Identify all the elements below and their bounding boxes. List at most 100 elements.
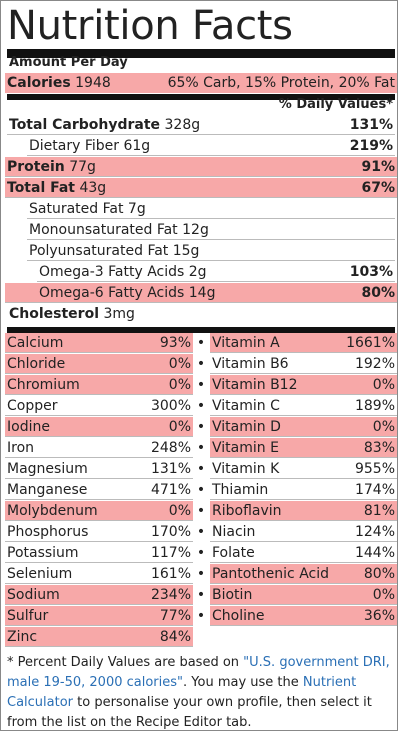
mineral-name: Selenium [7, 566, 73, 582]
macro-row: Omega-6 Fatty Acids 14g 80% [5, 283, 397, 303]
dv-header: % Daily Values* [7, 96, 395, 114]
thick-rule [7, 49, 395, 58]
macro-amount: 12g [182, 221, 209, 238]
dri-link[interactable]: "U.S. government DRI, male 19-50, 2000 c… [7, 655, 390, 690]
mineral-row: Potassium 117% [5, 543, 193, 563]
vitamin-name: Biotin [212, 587, 253, 603]
macro-label: Polyunsaturated Fat [29, 242, 169, 259]
macro-label: Omega-3 Fatty Acids [39, 263, 185, 280]
mineral-row: Sulfur 77% [5, 606, 193, 626]
macro-dv: 80% [361, 284, 395, 301]
vitamin-dv: 83% [363, 440, 395, 456]
bullet-separator: • [196, 482, 206, 498]
mineral-dv: 84% [159, 629, 191, 645]
mineral-name: Phosphorus [7, 524, 89, 540]
mineral-name: Manganese [7, 482, 88, 498]
vitamin-row: Biotin 0% [210, 585, 397, 605]
footnote-text-2: . You may use the [183, 675, 303, 690]
macro-label: Total Carbohydrate [9, 116, 161, 133]
macro-amount: 43g [79, 179, 107, 196]
macro-label-group: Dietary Fiber 61g [29, 136, 150, 156]
macro-row: Dietary Fiber 61g 219% [27, 136, 395, 156]
macro-row: Polyunsaturated Fat 15g [27, 241, 395, 261]
medium-rule [7, 94, 395, 100]
mineral-row: Iron 248% [5, 438, 193, 458]
mineral-name: Magnesium [7, 461, 88, 477]
vitamin-name: Pantothenic Acid [212, 566, 330, 582]
vitamin-row: Riboflavin 81% [210, 501, 397, 521]
footnote-text-1: * Percent Daily Values are based on [7, 655, 244, 670]
label-title: Nutrition Facts [7, 3, 293, 49]
vitamin-name: Vitamin K [212, 461, 280, 477]
macro-label-group: Monounsaturated Fat 12g [29, 220, 209, 240]
macro-row: Protein 77g 91% [5, 157, 397, 177]
bullet-separator: • [196, 545, 206, 561]
bullet-separator: • [196, 440, 206, 456]
vitamin-row: Vitamin B6 192% [210, 354, 397, 374]
mineral-name: Iron [7, 440, 35, 456]
mineral-row: Phosphorus 170% [5, 522, 193, 542]
macro-amount: 15g [172, 242, 200, 259]
mineral-name: Iodine [7, 419, 50, 435]
mineral-row: Chloride 0% [5, 354, 193, 374]
amount-per-text: Amount Per Day [9, 55, 128, 70]
mineral-name: Zinc [7, 629, 38, 645]
macro-label: Cholesterol [9, 306, 99, 322]
macro-row: Monounsaturated Fat 12g [27, 220, 395, 240]
vitamin-row: Vitamin A 1661% [210, 333, 397, 353]
mineral-dv: 0% [168, 503, 191, 519]
vitamin-name: Riboflavin [212, 503, 282, 519]
mineral-row: Iodine 0% [5, 417, 193, 437]
vitamin-dv: 144% [354, 545, 395, 561]
mineral-name: Calcium [7, 335, 64, 351]
vitamin-row: Vitamin E 83% [210, 438, 397, 458]
macro-label: Total Fat [7, 179, 76, 196]
macro-amount: 328g [164, 116, 201, 133]
mineral-row: Selenium 161% [5, 564, 193, 584]
macro-row: Total Fat 43g 67% [5, 178, 397, 198]
mineral-name: Copper [7, 398, 58, 414]
mineral-name: Sodium [7, 587, 60, 603]
vitamin-name: Folate [212, 545, 255, 561]
mineral-dv: 93% [159, 335, 191, 351]
footnote-text-3: to personalise your own profile, then se… [7, 695, 372, 730]
footnote: * Percent Daily Values are based on "U.S… [7, 653, 393, 730]
bullet-separator: • [196, 419, 206, 435]
vitamin-dv: 1661% [346, 335, 395, 351]
vitamin-name: Choline [212, 608, 265, 624]
mineral-name: Chromium [7, 377, 80, 393]
bullet-separator: • [196, 608, 206, 624]
vitamin-dv: 81% [363, 503, 395, 519]
calories-label-group: Calories 1948 [7, 73, 111, 93]
mineral-dv: 117% [150, 545, 191, 561]
macro-label-group: Total Carbohydrate 328g [9, 115, 200, 135]
macro-label-group: Polyunsaturated Fat 15g [29, 241, 199, 261]
mineral-name: Sulfur [7, 608, 49, 624]
amount-per-heading: Amount Per Day [7, 54, 395, 72]
vitamin-row: Vitamin D 0% [210, 417, 397, 437]
bullet-separator: • [196, 524, 206, 540]
vitamin-row: Choline 36% [210, 606, 397, 626]
bullet-separator: • [196, 566, 206, 582]
macro-dv: 219% [349, 137, 393, 154]
macro-amount: 77g [69, 158, 96, 175]
mineral-dv: 248% [150, 440, 191, 456]
mineral-row: Copper 300% [5, 396, 193, 416]
nutrient-calculator-link[interactable]: Nutrient Calculator [7, 675, 357, 710]
macro-label-group: Protein 77g [7, 157, 96, 177]
macro-label-group: Omega-3 Fatty Acids 2g [39, 262, 207, 282]
vitamin-dv: 124% [354, 524, 395, 540]
vitamin-name: Vitamin B6 [212, 356, 289, 372]
vitamin-dv: 80% [363, 566, 395, 582]
macro-amount: 3mg [103, 306, 135, 322]
calories-split: 65% Carb, 15% Protein, 20% Fat [167, 75, 395, 91]
vitamin-row: Niacin 124% [210, 522, 397, 542]
macro-label-group: Saturated Fat 7g [29, 199, 146, 219]
mineral-dv: 234% [150, 587, 191, 603]
macro-label-group: Cholesterol 3mg [9, 304, 135, 324]
vitamin-dv: 192% [354, 356, 395, 372]
dv-header-text: % Daily Values* [278, 97, 393, 112]
macro-dv: 91% [361, 158, 395, 175]
vitamin-row: Folate 144% [210, 543, 397, 563]
vitamin-row: Vitamin C 189% [210, 396, 397, 416]
